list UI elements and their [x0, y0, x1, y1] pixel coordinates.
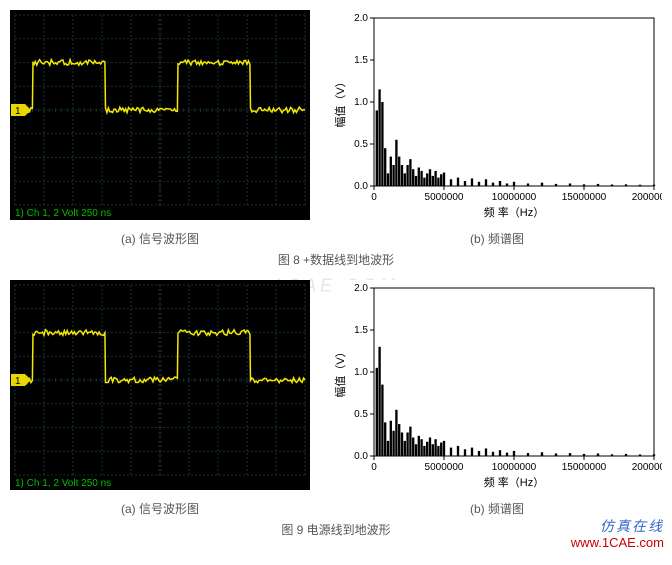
figure-block: 1 1) Ch 1, 2 Volt 250 ns 0.0 0.5 1.0 1.5 2.0 0 5…: [10, 280, 662, 550]
svg-text:10000000: 10000000: [492, 192, 537, 203]
svg-text:0.5: 0.5: [354, 409, 368, 420]
watermark-bottom-right: 仿真在线 www.1CAE.com: [571, 517, 664, 552]
svg-text:1.5: 1.5: [354, 55, 368, 66]
sub-caption-left: (a) 信号波形图: [10, 230, 310, 247]
watermark-cn: 仿真在线: [571, 517, 664, 535]
svg-text:20000000: 20000000: [632, 192, 662, 203]
svg-text:2.0: 2.0: [354, 283, 368, 294]
svg-text:0: 0: [371, 462, 377, 473]
sub-caption-row: (a) 信号波形图 (b) 频谱图: [10, 494, 662, 519]
svg-text:1.5: 1.5: [354, 325, 368, 336]
svg-text:频 率（Hz）: 频 率（Hz）: [484, 205, 545, 219]
svg-text:5000000: 5000000: [425, 462, 464, 473]
sub-caption-row: (a) 信号波形图 (b) 频谱图: [10, 224, 662, 249]
spectrum-plot: 0.0 0.5 1.0 1.5 2.0 0 5000000 10000000 15000000 2…: [332, 10, 662, 220]
svg-text:1: 1: [15, 376, 21, 387]
svg-text:1.0: 1.0: [354, 367, 368, 378]
figure-block: 1 1) Ch 1, 2 Volt 250 ns 0.0 0.5 1.0 1.5 2.0 0 5…: [10, 10, 662, 280]
figure-row: 1 1) Ch 1, 2 Volt 250 ns 0.0 0.5 1.0 1.5 2.0 0 5…: [10, 10, 662, 220]
svg-text:1) Ch 1, 2 Volt 250 ns: 1) Ch 1, 2 Volt 250 ns: [15, 478, 111, 489]
svg-text:15000000: 15000000: [562, 192, 607, 203]
svg-text:0.5: 0.5: [354, 139, 368, 150]
sub-caption-right: (b) 频谱图: [332, 230, 662, 247]
oscilloscope-plot: 1 1) Ch 1, 2 Volt 250 ns: [11, 11, 309, 219]
sub-caption-left: (a) 信号波形图: [10, 500, 310, 517]
svg-text:10000000: 10000000: [492, 462, 537, 473]
svg-text:0.0: 0.0: [354, 181, 368, 192]
svg-text:1.0: 1.0: [354, 97, 368, 108]
spectrum-plot: 0.0 0.5 1.0 1.5 2.0 0 5000000 10000000 15000000 2…: [332, 280, 662, 490]
svg-text:1: 1: [15, 106, 21, 117]
svg-text:20000000: 20000000: [632, 462, 662, 473]
oscilloscope-container: 1 1) Ch 1, 2 Volt 250 ns: [10, 280, 310, 490]
svg-text:2.0: 2.0: [354, 13, 368, 24]
svg-text:5000000: 5000000: [425, 192, 464, 203]
svg-text:15000000: 15000000: [562, 462, 607, 473]
svg-text:0: 0: [371, 192, 377, 203]
svg-text:0.0: 0.0: [354, 451, 368, 462]
svg-text:幅值（V）: 幅值（V）: [334, 346, 347, 397]
figure-caption: 图 8 +数据线到地波形: [10, 249, 662, 280]
sub-caption-right: (b) 频谱图: [332, 500, 662, 517]
svg-text:1) Ch 1, 2 Volt 250 ns: 1) Ch 1, 2 Volt 250 ns: [15, 208, 111, 219]
oscilloscope-plot: 1 1) Ch 1, 2 Volt 250 ns: [11, 281, 309, 489]
spectrum-container: 0.0 0.5 1.0 1.5 2.0 0 5000000 10000000 15000000 2…: [332, 10, 662, 220]
figure-row: 1 1) Ch 1, 2 Volt 250 ns 0.0 0.5 1.0 1.5 2.0 0 5…: [10, 280, 662, 490]
svg-text:频 率（Hz）: 频 率（Hz）: [484, 475, 545, 489]
figure-caption: 图 9 电源线到地波形: [10, 519, 662, 550]
watermark-url: www.1CAE.com: [571, 535, 664, 552]
svg-text:幅值（V）: 幅值（V）: [334, 76, 347, 127]
oscilloscope-container: 1 1) Ch 1, 2 Volt 250 ns: [10, 10, 310, 220]
spectrum-container: 0.0 0.5 1.0 1.5 2.0 0 5000000 10000000 15000000 2…: [332, 280, 662, 490]
